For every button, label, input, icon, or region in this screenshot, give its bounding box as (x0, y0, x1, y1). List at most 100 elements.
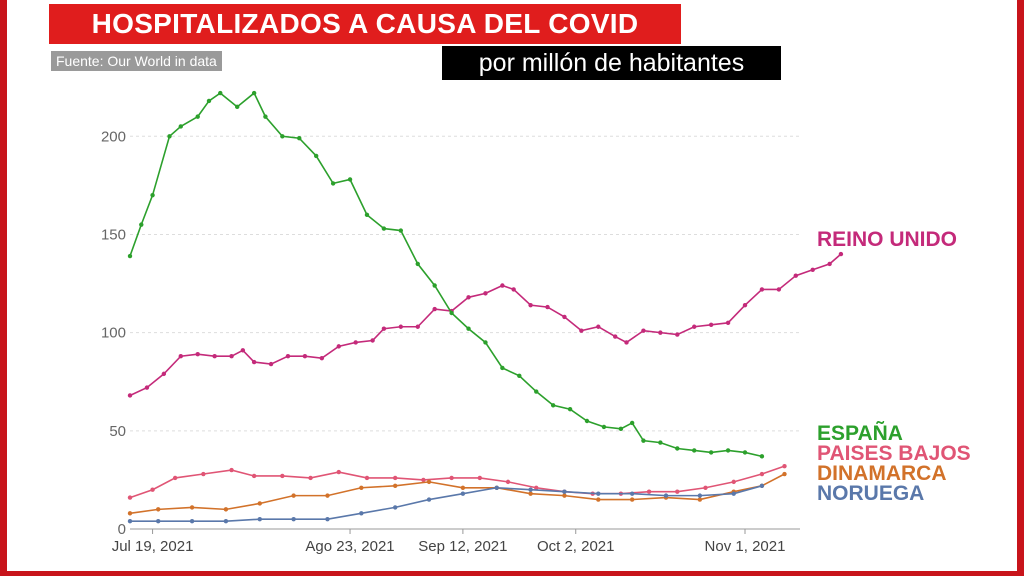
data-point (624, 340, 629, 345)
data-point (223, 507, 229, 512)
data-point (127, 511, 133, 516)
data-point (257, 501, 262, 506)
data-point (494, 485, 499, 490)
data-point (251, 90, 257, 96)
series-españa (127, 90, 765, 459)
data-point (663, 493, 669, 498)
data-point (392, 505, 398, 510)
data-point (466, 326, 471, 331)
data-point (618, 426, 624, 432)
data-point (189, 505, 195, 510)
data-point (268, 361, 274, 367)
data-point (629, 491, 635, 496)
y-tick-label: 100 (101, 325, 126, 342)
data-point (449, 475, 454, 481)
data-point (528, 302, 533, 308)
data-point (313, 153, 319, 159)
data-point (703, 485, 708, 490)
data-point (251, 359, 257, 365)
data-point (708, 450, 714, 455)
x-tick-label: Jul 19, 2021 (112, 538, 194, 555)
data-point (201, 471, 206, 477)
data-point (562, 493, 567, 498)
y-tick-label: 150 (101, 226, 126, 243)
data-point (161, 371, 167, 377)
data-point (336, 469, 341, 475)
data-point (235, 104, 240, 110)
data-point (511, 287, 516, 292)
data-point (240, 348, 246, 353)
data-point (359, 485, 364, 490)
data-point (178, 124, 183, 129)
data-point (505, 479, 511, 485)
x-axis: Jul 19, 2021 Ago 23, 2021 Sep 12, 2021 Oct … (112, 528, 800, 555)
data-point (432, 306, 437, 312)
source-note: Fuente: Our World in data (51, 51, 222, 71)
data-point (127, 393, 133, 398)
data-point (534, 485, 539, 490)
data-point (613, 334, 618, 339)
data-point (725, 320, 731, 326)
data-point (156, 518, 161, 524)
data-point (477, 475, 483, 481)
data-point (641, 328, 646, 333)
series-label: REINO UNIDO (817, 228, 957, 251)
data-point (629, 497, 635, 502)
data-point (426, 479, 432, 485)
data-point (658, 440, 663, 445)
series-line (130, 485, 763, 522)
data-point (596, 497, 601, 502)
data-point (460, 491, 466, 496)
x-tick-label: Nov 1, 2021 (705, 538, 786, 555)
data-point (742, 302, 748, 308)
data-point (460, 485, 466, 490)
chart-subtitle: por millón de habitantes (442, 46, 781, 80)
data-point (629, 420, 635, 426)
data-point (708, 322, 714, 327)
data-point (297, 136, 302, 141)
series-line (129, 473, 785, 515)
data-point (381, 326, 387, 331)
data-point (601, 424, 607, 430)
data-point (675, 446, 680, 451)
data-point (584, 418, 590, 424)
data-point (206, 98, 212, 104)
data-point (782, 471, 787, 477)
data-point (415, 261, 420, 267)
data-point (359, 511, 364, 516)
series-label: NORUEGA (817, 482, 924, 505)
data-point (336, 344, 341, 349)
data-point (325, 516, 330, 522)
data-point (449, 310, 454, 316)
data-point (421, 477, 426, 483)
line-chart: 0 50 100 150 200 Jul 19, 2021 Ago 23, 2021 Sep… (101, 90, 971, 555)
data-point (172, 475, 178, 481)
data-point (692, 448, 697, 453)
data-point (483, 340, 488, 345)
data-point (223, 518, 229, 524)
x-tick-label: Sep 12, 2021 (418, 538, 507, 555)
data-point (641, 438, 646, 443)
data-point (370, 338, 375, 343)
y-tick-label: 50 (109, 423, 126, 440)
data-point (692, 324, 697, 329)
data-point (291, 493, 296, 498)
data-point (697, 493, 703, 498)
data-point (229, 354, 234, 359)
data-point (308, 475, 313, 481)
data-point (144, 385, 150, 390)
data-point (392, 475, 398, 481)
data-point (528, 491, 533, 496)
series-label: ESPAÑA (817, 422, 903, 445)
data-point (810, 267, 815, 272)
data-point (793, 273, 798, 278)
data-point (528, 487, 533, 492)
data-point (725, 448, 731, 453)
data-point (127, 495, 133, 500)
data-point (596, 491, 601, 496)
data-point (347, 177, 353, 182)
data-point (432, 283, 437, 288)
data-point (381, 226, 387, 231)
data-point (229, 467, 234, 473)
